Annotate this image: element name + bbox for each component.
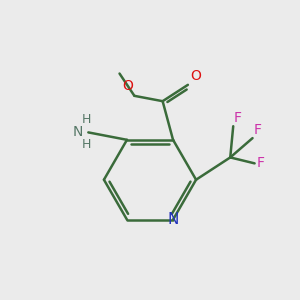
Text: F: F	[254, 123, 262, 137]
Text: N: N	[73, 125, 83, 140]
Text: H: H	[82, 138, 92, 151]
Text: O: O	[190, 69, 201, 83]
Text: H: H	[82, 113, 92, 126]
Text: F: F	[257, 156, 265, 170]
Text: N: N	[167, 212, 179, 227]
Text: F: F	[234, 111, 242, 125]
Text: O: O	[122, 80, 133, 94]
